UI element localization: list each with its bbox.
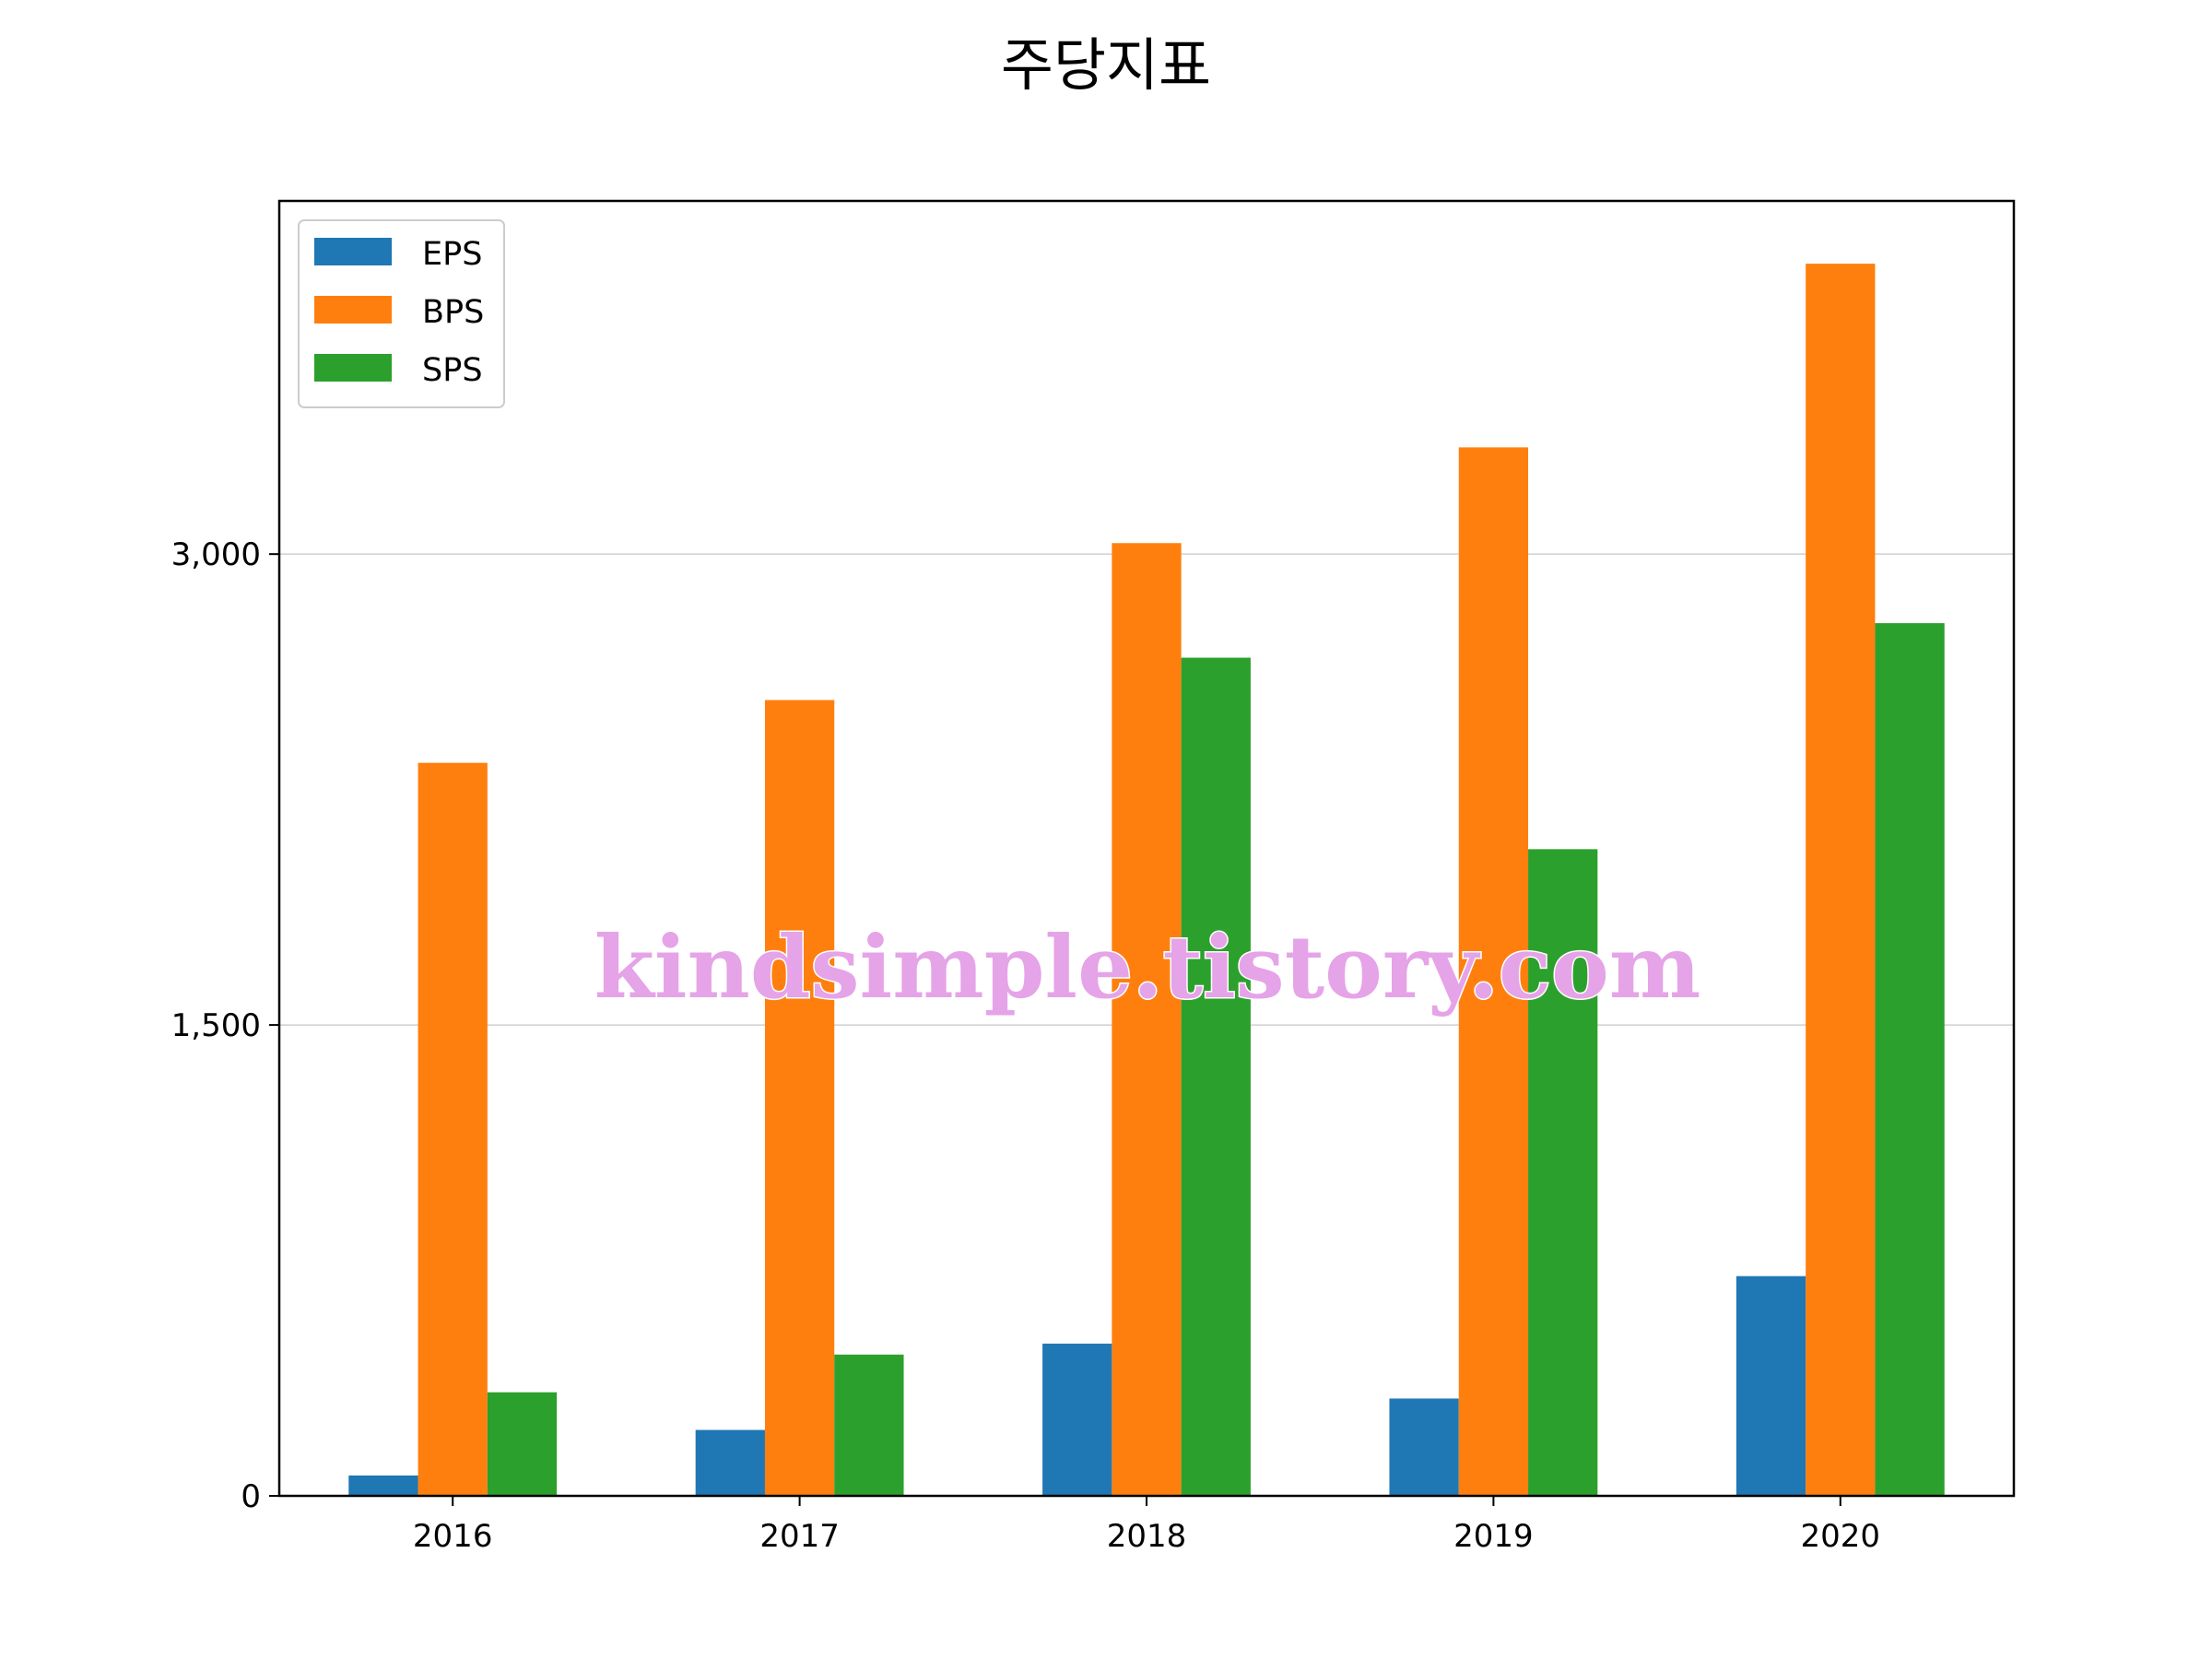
y-tick-label: 0 [241,1478,261,1515]
bar-eps-2016 [348,1475,418,1496]
bar-sps-2017 [834,1354,904,1496]
x-tick-label: 2019 [1453,1518,1534,1555]
legend-label-bps: BPS [422,294,484,331]
legend-label-eps: EPS [422,236,482,273]
watermark-text: kindsimple.tistory.com [594,917,1701,1018]
bar-bps-2018 [1112,543,1182,1496]
x-tick-label: 2017 [759,1518,840,1555]
legend-swatch-eps [314,238,392,265]
legend-swatch-sps [314,354,392,382]
y-axis: 0 1,500 3,000 [171,536,279,1515]
y-tick-label: 1,500 [171,1007,261,1044]
x-axis: 2016 2017 2018 2019 2020 [413,1496,1880,1555]
legend-label-sps: SPS [422,352,483,389]
bar-bps-2017 [764,700,835,1496]
bar-eps-2017 [695,1430,765,1496]
bar-bps-2016 [418,762,488,1496]
bars [348,264,1945,1497]
legend-items: EPS BPS SPS [314,236,484,389]
x-tick-label: 2018 [1107,1518,1187,1555]
bar-eps-2019 [1389,1398,1459,1496]
plot-area: 0 1,500 3,000 2016 2017 2018 2019 2020 [171,199,2016,1555]
bar-bps-2020 [1806,264,1876,1496]
y-tick-label: 3,000 [171,536,261,573]
bar-eps-2018 [1042,1343,1112,1496]
bar-sps-2016 [487,1392,558,1496]
bar-sps-2020 [1875,623,1945,1496]
bar-eps-2020 [1735,1276,1806,1496]
bar-sps-2019 [1528,849,1598,1496]
legend: EPS BPS SPS [298,219,505,408]
x-tick-label: 2020 [1801,1518,1881,1555]
x-tick-label: 2016 [413,1518,493,1555]
legend-swatch-bps [314,296,392,324]
bar-sps-2018 [1181,657,1251,1496]
bar-bps-2019 [1458,447,1529,1497]
chart-title: 주당지표 [1001,31,1211,99]
